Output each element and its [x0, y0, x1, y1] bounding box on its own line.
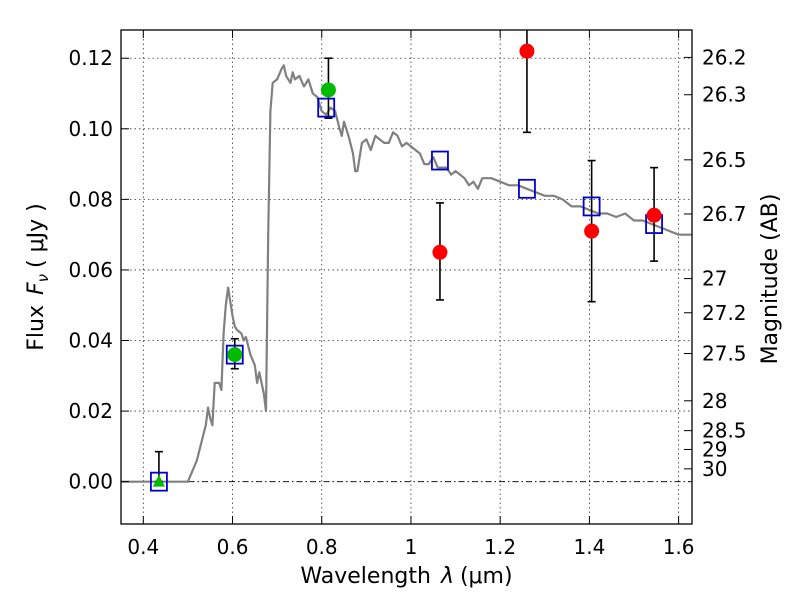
model-spectrum: [121, 64, 692, 483]
x-axis-label: Wavelength λ (μm): [300, 564, 512, 589]
green-point: [227, 347, 243, 363]
magnitude-tick-label: 28.5: [702, 419, 747, 443]
y-tick-label: 0.12: [68, 46, 113, 70]
model-box: [150, 471, 168, 492]
model-box: [431, 150, 449, 171]
x-tick-label: 1.2: [484, 535, 516, 559]
magnitude-tick-label: 27.5: [702, 342, 747, 366]
magnitude-tick-label: 26.2: [702, 45, 747, 69]
y-tick-label: 0.02: [68, 399, 113, 423]
y-tick-label: 0.06: [68, 258, 113, 282]
grid: [121, 30, 692, 524]
magnitude-tick-label: 29: [702, 437, 727, 461]
x-tick-label: 0.6: [217, 535, 249, 559]
magnitude-tick-label: 26.3: [702, 83, 747, 107]
x-tick-label: 1.4: [573, 535, 605, 559]
magnitude-tick-label: 28: [702, 389, 727, 413]
model-spectrum-line: [121, 64, 692, 483]
magnitude-tick-label: 30: [702, 457, 727, 481]
y-axis-label: FluxFν( μJy ): [24, 203, 52, 350]
y-tick-label: 0.10: [68, 117, 113, 141]
data-points: [152, 43, 662, 487]
y-tick-label: 0.04: [68, 329, 113, 353]
red-point: [519, 43, 535, 59]
green-triangle-point: [152, 474, 165, 487]
error-bars: [154, 30, 659, 483]
x-tick-label: 1: [405, 535, 418, 559]
model-box: [317, 97, 336, 118]
x-tick-label: 0.8: [306, 535, 338, 559]
red-point: [584, 223, 600, 239]
green-point: [320, 82, 336, 98]
magnitude-tick-label: 27.2: [702, 301, 747, 325]
magnitude-tick-label: 27: [702, 267, 727, 291]
x-tick-label: 1.6: [663, 535, 695, 559]
y-tick-label: 0.00: [68, 470, 113, 494]
red-point: [646, 207, 662, 223]
y-tick-label: 0.08: [68, 187, 113, 211]
model-box: [582, 196, 601, 217]
model-boxes: [150, 97, 663, 492]
magnitude-tick-label: 26.5: [702, 148, 747, 172]
magnitude-tick-label: 26.7: [702, 202, 747, 226]
axis-ticks: 0.4 0.6 0.8 1 1.2 1.4 1.6 0.00 0.02 0.04 0.06 0.08 0…: [68, 30, 747, 559]
red-point: [432, 244, 448, 260]
y2-axis-label: Magnitude (AB): [758, 194, 783, 365]
x-tick-label: 0.4: [127, 535, 159, 559]
model-box: [518, 178, 536, 199]
model-box: [225, 344, 244, 365]
plot-frame: [120, 29, 693, 525]
